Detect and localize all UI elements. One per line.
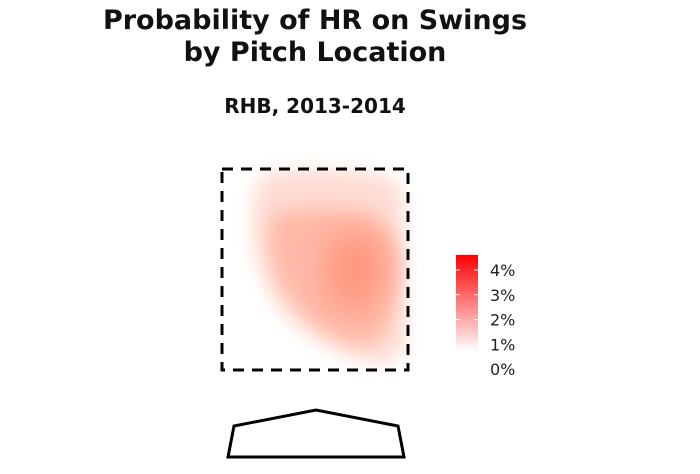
- chart-title: Probability of HR on Swings by Pitch Loc…: [0, 5, 630, 69]
- heat-region: [252, 169, 406, 363]
- colorbar-tick-label: 0%: [490, 360, 515, 379]
- colorbar-tick-label: 4%: [490, 261, 515, 280]
- colorbar-tick-label: 1%: [490, 335, 515, 354]
- colorbar-ticks: 4% 3% 2% 1% 0%: [456, 261, 515, 379]
- chart-title-line-1: Probability of HR on Swings: [102, 5, 528, 36]
- strike-zone: [220, 167, 410, 372]
- colorbar-tick-label: 3%: [490, 286, 515, 305]
- home-plate: [226, 408, 406, 459]
- colorbar-gradient: [456, 255, 478, 373]
- chart-subtitle: RHB, 2013-2014: [224, 94, 406, 118]
- colorbar: 4% 3% 2% 1% 0%: [456, 255, 515, 379]
- chart-title-line-2: by Pitch Location: [183, 37, 447, 68]
- heat-region-core: [325, 230, 385, 310]
- colorbar-tick-label: 2%: [490, 311, 515, 330]
